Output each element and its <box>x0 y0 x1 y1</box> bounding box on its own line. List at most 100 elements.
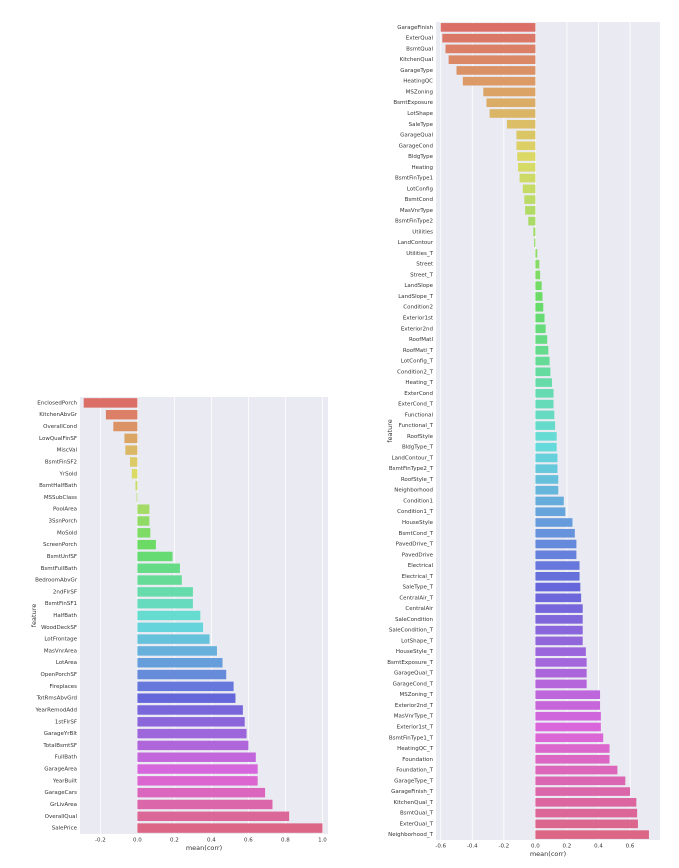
y-tick-label: EnclosedPorch <box>37 400 77 406</box>
bar <box>535 421 556 430</box>
y-tick-label: GrLivArea <box>50 802 77 808</box>
bar <box>535 259 540 269</box>
y-tick-label: 3SsnPorch <box>49 519 78 525</box>
y-tick-label: Condition2 <box>403 305 433 311</box>
chart: -0.6 -0.4 -0.2 0.0 0.2 0.4 0.6 GarageFinish Exte… <box>386 22 660 858</box>
y-tick-label: KitchenAbvGr <box>39 412 77 418</box>
x-tick-label: 0.4 <box>594 844 603 850</box>
bar <box>535 485 559 495</box>
y-tick-label: WoodDeckSF <box>41 625 77 631</box>
y-tick-label: HeatingQC <box>403 79 433 85</box>
bar <box>129 457 138 467</box>
bar <box>137 598 193 609</box>
y-tick-label: Exterior2nd_T <box>395 703 434 709</box>
y-tick-label: Neighborhood_T <box>388 832 433 838</box>
x-tick-label: 0.6 <box>626 844 635 850</box>
y-tick-label: GarageFinish <box>397 25 433 31</box>
y-tick-label: Electrical <box>408 563 434 569</box>
x-tick-label: 1.0 <box>318 838 327 844</box>
y-tick-label: LotShape <box>407 111 433 117</box>
bar <box>525 206 536 215</box>
y-tick-label: Heating <box>411 165 433 171</box>
bar <box>535 765 618 775</box>
x-axis-label: mean(corr) <box>530 850 566 858</box>
bar <box>137 764 258 774</box>
bar <box>535 399 554 409</box>
bar <box>137 575 182 585</box>
bar <box>535 507 566 517</box>
y-tick-label: BsmtCond_T <box>399 531 434 537</box>
x-tick-label: 0.2 <box>170 838 179 844</box>
y-tick-label: SaleCondition <box>395 617 434 623</box>
y-tick-label: Neighborhood <box>394 488 433 494</box>
y-tick-label: MSZoning_T <box>400 692 434 698</box>
x-tick-label: -0.6 <box>435 844 446 850</box>
y-tick-label: Foundation <box>402 757 433 763</box>
y-tick-label: MasVnrType_T <box>394 714 434 720</box>
bar <box>535 668 587 678</box>
bar <box>535 539 577 549</box>
bar <box>535 658 587 667</box>
y-tick-label: LotConfig <box>407 186 433 192</box>
bar <box>483 87 536 97</box>
y-tick-label: MoSold <box>57 530 77 536</box>
bar <box>448 55 536 64</box>
y-tick-label: BldgType <box>408 154 434 160</box>
bar <box>524 195 536 204</box>
y-tick-label: KitchenQual_T <box>394 800 434 806</box>
y-tick-label: MiscVal <box>57 448 78 454</box>
y-tick-label: GarageQual <box>400 133 433 139</box>
bar <box>137 646 217 656</box>
y-tick-label: BsmtQual <box>406 46 433 52</box>
bar <box>535 475 559 484</box>
x-tick-label: -0.2 <box>95 838 106 844</box>
y-tick-label: SaleType <box>409 122 434 128</box>
y-tick-label: BsmtCond <box>405 197 433 203</box>
y-tick-label: Condition1 <box>403 498 433 504</box>
y-tick-label: BsmtFullBath <box>41 566 78 572</box>
bar <box>137 693 236 703</box>
y-tick-label: CentralAir <box>405 606 433 612</box>
y-tick-label: GarageCars <box>45 790 78 796</box>
y-tick-label: Exterior1st_T <box>397 724 434 730</box>
y-tick-label: Fireplaces <box>50 684 78 690</box>
y-tick-label: Heating_T <box>405 380 433 386</box>
bar <box>113 421 138 432</box>
y-tick-label: ExterCond <box>404 391 433 397</box>
bar <box>445 44 536 54</box>
bar <box>137 799 273 810</box>
y-tick-label: PavedDrive_T <box>396 542 434 548</box>
y-tick-label: SalePrice <box>52 826 78 832</box>
x-tick-label: 0.4 <box>207 838 216 844</box>
bar <box>535 571 580 581</box>
y-tick-label: SaleCondition_T <box>389 628 434 634</box>
y-tick-label: RoofStyle_T <box>401 477 434 483</box>
y-tick-label: GarageArea <box>44 767 77 773</box>
y-tick-label: LandSlope_T <box>398 294 433 300</box>
bar <box>517 152 536 161</box>
bar <box>535 313 545 323</box>
bar <box>535 754 610 764</box>
bar <box>522 184 536 194</box>
x-tick-label: 0.2 <box>563 844 572 850</box>
y-tick-label: KitchenQual <box>400 57 434 63</box>
bar <box>489 109 536 118</box>
bar <box>535 593 582 603</box>
y-tick-label: BsmtExposure_T <box>387 660 433 666</box>
bar <box>131 469 138 479</box>
bar <box>535 410 555 420</box>
bar <box>125 445 138 455</box>
y-tick-label: Foundation_T <box>396 768 433 774</box>
bar <box>535 679 587 689</box>
x-tick-label: 0.8 <box>281 838 290 844</box>
y-tick-label: BsmtFinType2_T <box>389 466 434 472</box>
y-tick-label: BsmtFinType1 <box>395 176 433 182</box>
bar <box>535 604 583 613</box>
bar <box>137 516 150 526</box>
y-tick-label: GarageType <box>400 68 433 74</box>
y-tick-label: 1stFlrSF <box>55 719 77 725</box>
y-tick-label: BsmtQual_T <box>400 811 434 817</box>
bar <box>535 378 552 387</box>
bar <box>137 776 258 786</box>
